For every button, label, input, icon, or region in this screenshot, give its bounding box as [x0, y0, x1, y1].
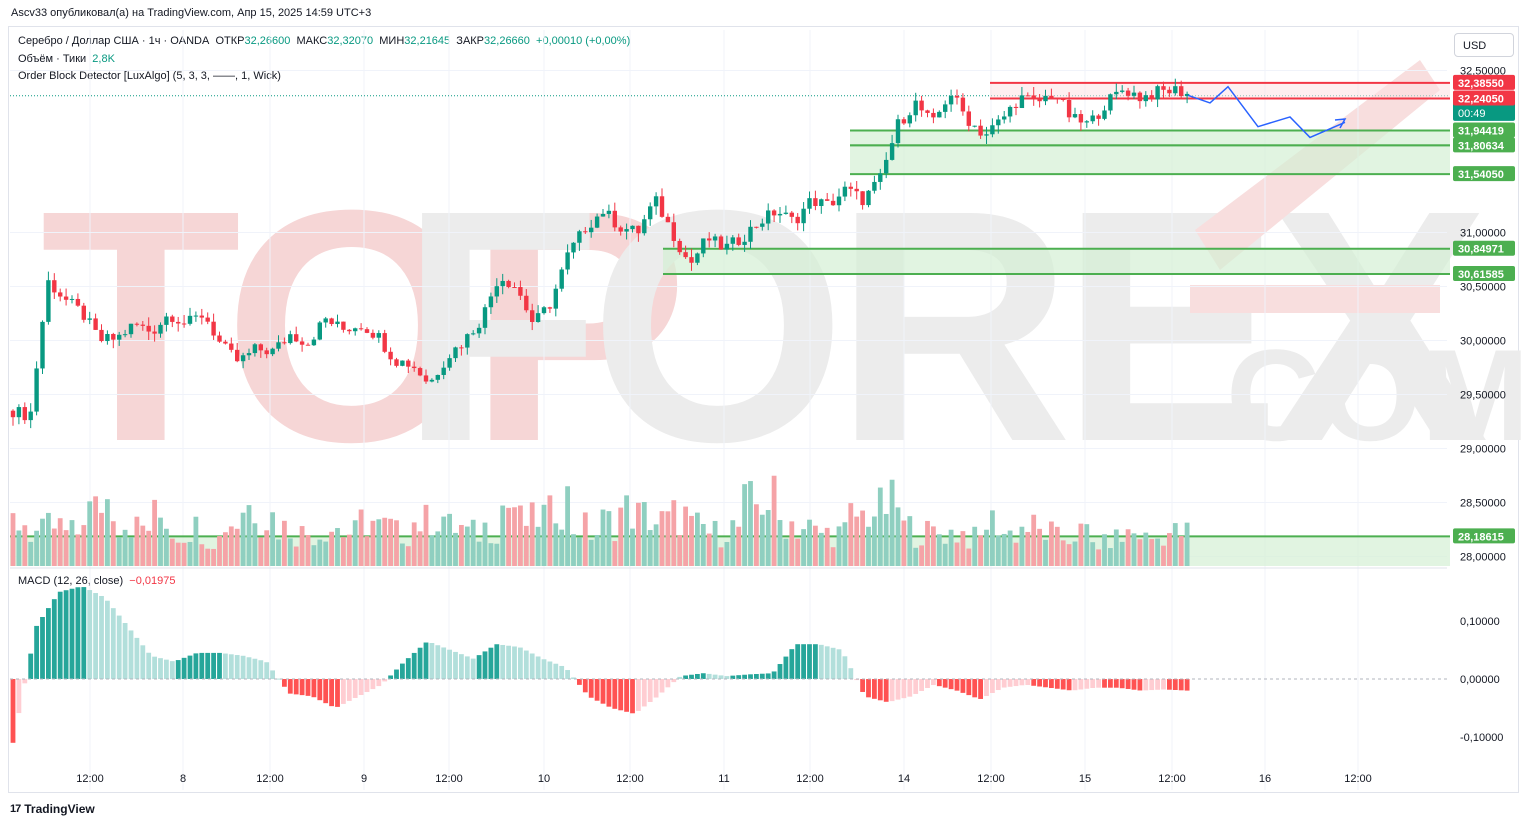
volume-label[interactable]: Объём · Тики [18, 53, 87, 65]
tradingview-mark-icon: 17 [10, 803, 21, 815]
chart-frame[interactable] [8, 26, 1519, 793]
symbol-legend: Серебро / Доллар США · 1ч · OANDA ОТКР32… [18, 35, 630, 47]
close-value: 32,26660 [484, 35, 530, 47]
low-value: 32,21645 [404, 35, 451, 47]
indicator-legend[interactable]: Order Block Detector [LuxAlgo] (5, 3, 3,… [18, 70, 281, 82]
change-value: +0,00010 (+0,00%) [536, 35, 631, 47]
high-value: 32,32070 [327, 35, 374, 47]
tradingview-logo[interactable]: 17 TradingView [10, 802, 95, 816]
macd-legend: MACD (12, 26, close) −0,01975 [18, 575, 175, 587]
volume-legend: Объём · Тики 2,8K [18, 53, 115, 65]
volume-value: 2,8K [92, 53, 115, 65]
low-label: МИН [379, 35, 405, 47]
currency-button[interactable]: USD [1454, 33, 1514, 57]
macd-label[interactable]: MACD (12, 26, close) [18, 575, 124, 587]
published-by: Ascv33 опубликовал(а) на TradingView.com… [11, 7, 372, 19]
symbol-name[interactable]: Серебро / Доллар США · 1ч · OANDA [18, 35, 210, 47]
high-label: МАКС [296, 35, 328, 47]
open-value: 32,26600 [244, 35, 291, 47]
open-label: ОТКР [215, 35, 245, 47]
brand-name: TradingView [24, 802, 95, 816]
macd-value: −0,01975 [129, 575, 176, 587]
close-label: ЗАКР [456, 35, 485, 47]
